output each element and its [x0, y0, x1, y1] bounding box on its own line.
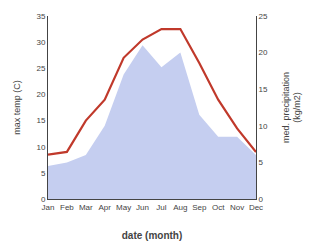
svg-text:Oct: Oct [212, 203, 225, 212]
svg-text:0: 0 [41, 195, 46, 204]
svg-text:Apr: Apr [99, 203, 112, 212]
svg-text:20: 20 [259, 48, 268, 57]
svg-text:Nov: Nov [230, 203, 244, 212]
svg-text:date (month): date (month) [122, 230, 183, 241]
svg-text:25: 25 [36, 64, 45, 73]
svg-text:Mar: Mar [79, 203, 93, 212]
svg-text:Sep: Sep [192, 203, 207, 212]
svg-text:Jul: Jul [156, 203, 166, 212]
svg-text:Feb: Feb [60, 203, 74, 212]
svg-text:May: May [116, 203, 131, 212]
svg-text:35: 35 [36, 12, 45, 21]
svg-text:Jan: Jan [42, 203, 55, 212]
svg-text:15: 15 [259, 85, 268, 94]
svg-text:5: 5 [259, 158, 264, 167]
svg-text:15: 15 [36, 116, 45, 125]
svg-text:Aug: Aug [173, 203, 187, 212]
svg-text:Dec: Dec [249, 203, 263, 212]
svg-text:30: 30 [36, 38, 45, 47]
svg-text:10: 10 [36, 143, 45, 152]
svg-text:0: 0 [259, 195, 264, 204]
svg-text:25: 25 [259, 12, 268, 21]
svg-text:10: 10 [259, 122, 268, 131]
svg-text:Jun: Jun [136, 203, 149, 212]
svg-text:5: 5 [41, 169, 46, 178]
svg-text:max temp (C): max temp (C) [12, 80, 22, 135]
svg-text:med. precipitation(kg/m2): med. precipitation(kg/m2) [281, 72, 303, 143]
svg-text:20: 20 [36, 90, 45, 99]
